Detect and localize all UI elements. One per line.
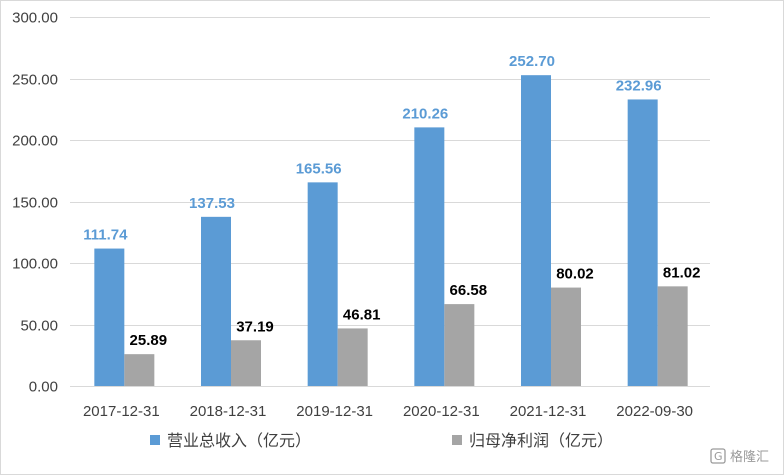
- x-tick-label: 2021-12-31: [510, 403, 587, 420]
- x-tick-label: 2019-12-31: [296, 403, 373, 420]
- legend-label-net-profit: 归母净利润（亿元）: [469, 431, 613, 450]
- x-tick-label: 2022-09-30: [616, 403, 693, 420]
- bar-revenue: [521, 75, 551, 386]
- data-label-net-profit: 37.19: [236, 318, 274, 335]
- bar-net-profit: [444, 304, 475, 386]
- watermark-text: 格隆汇: [730, 449, 769, 465]
- data-label-revenue: 232.96: [616, 77, 662, 94]
- data-label-net-profit: 66.58: [450, 282, 488, 299]
- data-label-revenue: 165.56: [296, 160, 342, 177]
- watermark-logo-icon: [710, 448, 726, 464]
- bar-revenue: [201, 216, 231, 386]
- y-tick-label: 200.00: [12, 133, 58, 150]
- bars: [94, 75, 688, 387]
- data-label-revenue: 210.26: [402, 105, 448, 122]
- data-label-revenue: 137.53: [189, 195, 235, 212]
- bar-revenue: [94, 248, 125, 386]
- data-label-revenue: 111.74: [83, 227, 128, 244]
- legend-label-revenue: 营业总收入（亿元）: [167, 431, 311, 450]
- legend: 营业总收入（亿元） 归母净利润（亿元）: [150, 431, 613, 450]
- bar-net-profit: [657, 286, 688, 386]
- y-tick-label: 300.00: [12, 10, 58, 27]
- watermark: G 格隆汇: [710, 448, 769, 465]
- x-tick-label: 2018-12-31: [190, 403, 267, 420]
- data-label-net-profit: 80.02: [556, 266, 594, 283]
- legend-swatch-net-profit: [452, 435, 462, 445]
- bar-net-profit: [551, 287, 581, 386]
- bar-revenue: [627, 99, 658, 386]
- bar-net-profit: [337, 328, 368, 386]
- x-tick-label: 2020-12-31: [403, 403, 480, 420]
- grid-lines: [70, 17, 710, 387]
- y-tick-label: 250.00: [12, 72, 58, 89]
- legend-swatch-revenue: [150, 435, 160, 445]
- data-label-revenue: 252.70: [509, 53, 555, 70]
- data-labels: 111.74 25.89 137.53 37.19 165.56 46.81 210.26 6…: [83, 53, 700, 349]
- y-tick-label: 150.00: [12, 195, 58, 212]
- bar-net-profit: [124, 354, 155, 386]
- y-tick-label: 100.00: [12, 256, 58, 273]
- data-label-net-profit: 25.89: [130, 332, 168, 349]
- watermark-logo-glyph-icon: G: [714, 450, 723, 463]
- data-label-net-profit: 81.02: [663, 264, 701, 281]
- bar-revenue: [414, 127, 445, 387]
- bar-net-profit: [231, 340, 261, 386]
- bar-revenue: [307, 182, 338, 386]
- data-label-net-profit: 46.81: [343, 306, 381, 323]
- y-axis-ticks: 0.00 50.00 100.00 150.00 200.00 250.00 300.00: [12, 10, 58, 396]
- y-tick-label: 50.00: [20, 318, 58, 335]
- x-tick-label: 2017-12-31: [83, 403, 160, 420]
- x-axis-categories: 2017-12-31 2018-12-31 2019-12-31 2020-12-31…: [83, 403, 693, 420]
- y-tick-label: 0.00: [29, 379, 58, 396]
